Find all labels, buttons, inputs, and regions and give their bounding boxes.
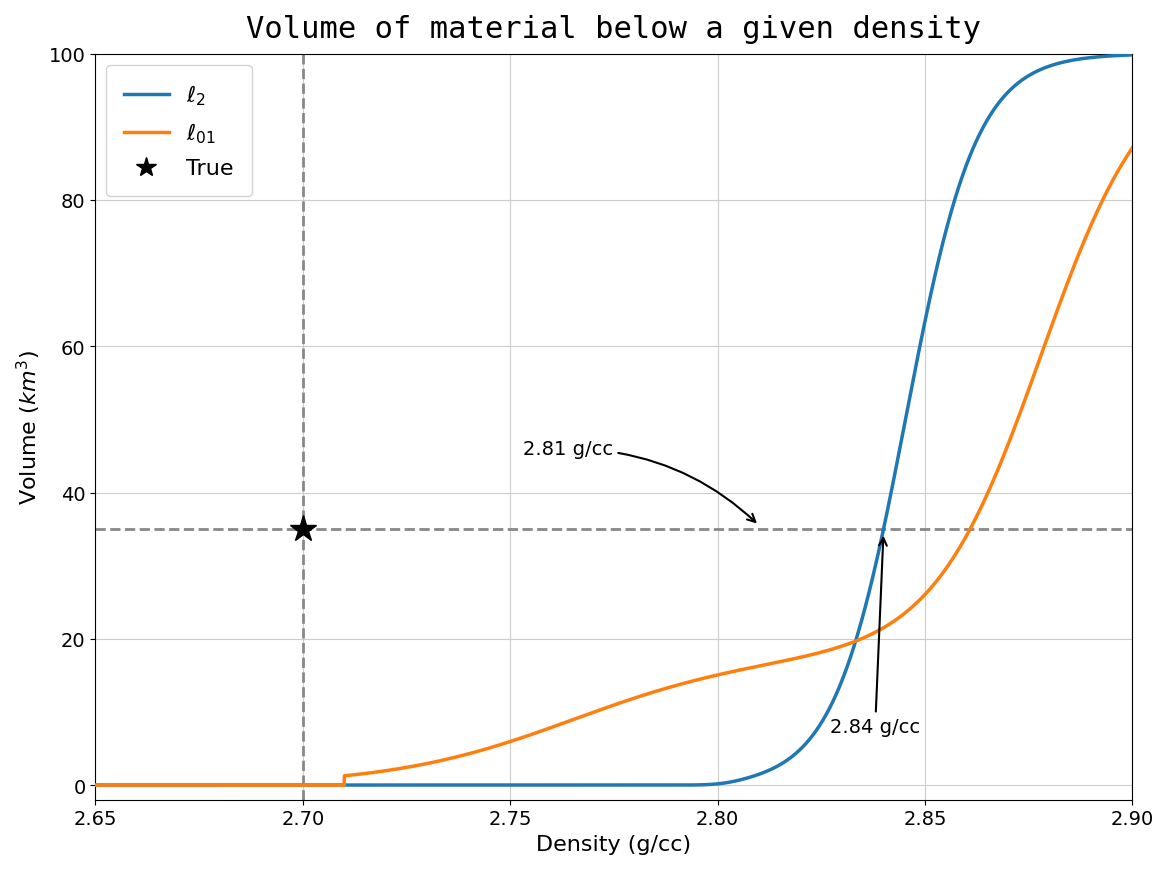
Text: 2.81 g/cc: 2.81 g/cc bbox=[523, 440, 755, 522]
Title: Volume of material below a given density: Volume of material below a given density bbox=[247, 15, 981, 44]
Y-axis label: Volume $(km^3)$: Volume $(km^3)$ bbox=[15, 350, 43, 505]
X-axis label: Density (g/cc): Density (g/cc) bbox=[537, 834, 691, 854]
Legend: $\ell_2$, $\ell_{01}$, True: $\ell_2$, $\ell_{01}$, True bbox=[106, 66, 251, 197]
Text: 2.84 g/cc: 2.84 g/cc bbox=[830, 538, 920, 736]
